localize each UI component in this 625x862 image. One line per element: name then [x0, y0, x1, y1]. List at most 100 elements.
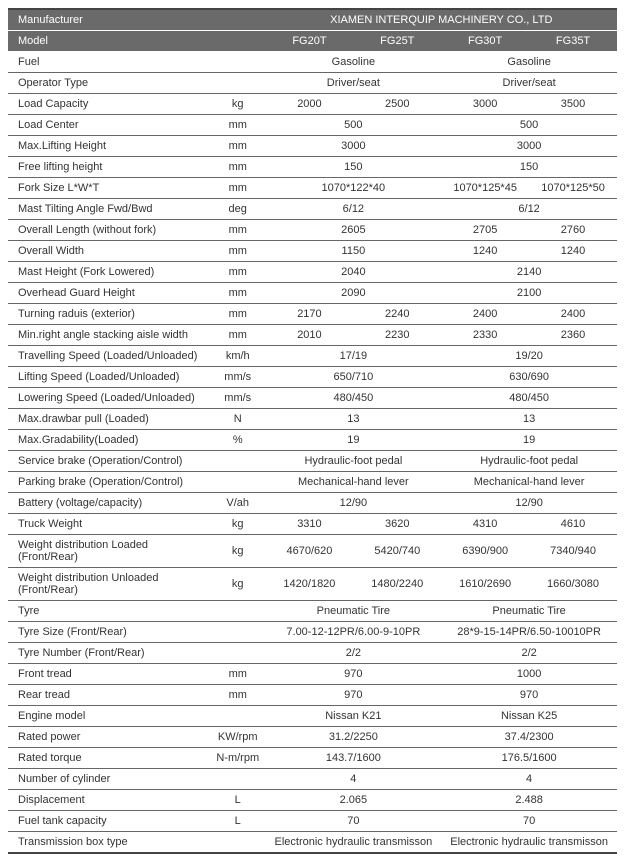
row-label: Overall Width — [8, 241, 210, 262]
row-val-2: 6390/900 — [441, 535, 529, 568]
row-val-right: 12/90 — [441, 493, 617, 514]
row-val-right: Nissan K25 — [441, 706, 617, 727]
row-unit: kg — [210, 568, 266, 601]
row-val-right: 1000 — [441, 664, 617, 685]
row-val-3: 2400 — [529, 304, 617, 325]
row-unit: mm — [210, 262, 266, 283]
row-val-left: Electronic hydraulic transmisson — [266, 832, 442, 854]
row-label: Fuel — [8, 52, 210, 73]
row-unit: deg — [210, 199, 266, 220]
row-val-right: 4 — [441, 769, 617, 790]
row-val-left: 2040 — [266, 262, 442, 283]
model-col-1: FG25T — [353, 31, 441, 52]
row-label: Tyre — [8, 601, 210, 622]
row-label: Fork Size L*W*T — [8, 178, 210, 199]
row-val-right: Pneumatic Tire — [441, 601, 617, 622]
row-label: Engine model — [8, 706, 210, 727]
row-unit — [210, 622, 266, 643]
row-unit — [210, 601, 266, 622]
row-val-0: 2170 — [266, 304, 354, 325]
manufacturer-label: Manufacturer — [8, 9, 210, 31]
row-val-left: 143.7/1600 — [266, 748, 442, 769]
row-label: Max.drawbar pull (Loaded) — [8, 409, 210, 430]
row-val-2: 2760 — [529, 220, 617, 241]
row-label: Service brake (Operation/Control) — [8, 451, 210, 472]
row-val-0: 1420/1820 — [266, 568, 354, 601]
row-label: Free lifting height — [8, 157, 210, 178]
row-val-0: 4670/620 — [266, 535, 354, 568]
row-unit — [210, 52, 266, 73]
row-val-3: 7340/940 — [529, 535, 617, 568]
row-label: Load Center — [8, 115, 210, 136]
model-unit-blank — [210, 31, 266, 52]
row-val-left: 7.00-12-12PR/6.00-9-10PR — [266, 622, 442, 643]
row-unit: V/ah — [210, 493, 266, 514]
row-unit — [210, 769, 266, 790]
row-label: Rated power — [8, 727, 210, 748]
row-val-left: 3000 — [266, 136, 442, 157]
row-unit: km/h — [210, 346, 266, 367]
row-val-right: Driver/seat — [441, 73, 617, 94]
row-val-1: 1240 — [441, 241, 529, 262]
row-val-3: 3500 — [529, 94, 617, 115]
row-unit — [210, 832, 266, 854]
row-val-right: 3000 — [441, 136, 617, 157]
row-val-left: 2.065 — [266, 790, 442, 811]
row-unit: mm — [210, 241, 266, 262]
model-label: Model — [8, 31, 210, 52]
manufacturer-value: XIAMEN INTERQUIP MACHINERY CO., LTD — [266, 9, 618, 31]
row-val-left: 150 — [266, 157, 442, 178]
row-val-left: 12/90 — [266, 493, 442, 514]
row-unit: N — [210, 409, 266, 430]
row-label: Overhead Guard Height — [8, 283, 210, 304]
row-val-right: 70 — [441, 811, 617, 832]
row-val-left: Hydraulic-foot pedal — [266, 451, 442, 472]
row-unit: L — [210, 811, 266, 832]
row-val-left: Nissan K21 — [266, 706, 442, 727]
header-unit-blank — [210, 9, 266, 31]
row-unit: N-m/rpm — [210, 748, 266, 769]
row-val-2: 2400 — [441, 304, 529, 325]
row-label: Transmission box type — [8, 832, 210, 854]
row-val-left: 480/450 — [266, 388, 442, 409]
row-val-3: 2360 — [529, 325, 617, 346]
row-label: Lowering Speed (Loaded/Unloaded) — [8, 388, 210, 409]
row-label: Weight distribution Loaded (Front/Rear) — [8, 535, 210, 568]
row-val-left: 2/2 — [266, 643, 442, 664]
row-val-left: 4 — [266, 769, 442, 790]
row-unit — [210, 73, 266, 94]
row-val-right: 6/12 — [441, 199, 617, 220]
row-val-right: 150 — [441, 157, 617, 178]
row-val-2: 2330 — [441, 325, 529, 346]
model-col-3: FG35T — [529, 31, 617, 52]
row-val-2: 1610/2690 — [441, 568, 529, 601]
row-val-right: 2/2 — [441, 643, 617, 664]
row-label: Number of cylinder — [8, 769, 210, 790]
row-val-left: Mechanical-hand lever — [266, 472, 442, 493]
row-label: Mast Tilting Angle Fwd/Bwd — [8, 199, 210, 220]
row-val-2: 1240 — [529, 241, 617, 262]
row-label: Rear tread — [8, 685, 210, 706]
row-unit — [210, 451, 266, 472]
row-val-right: 13 — [441, 409, 617, 430]
spec-table: Manufacturer XIAMEN INTERQUIP MACHINERY C… — [8, 8, 617, 854]
row-val-left: Gasoline — [266, 52, 442, 73]
row-unit: mm — [210, 178, 266, 199]
row-unit: mm — [210, 220, 266, 241]
row-val-left: 2090 — [266, 283, 442, 304]
row-label: Rated torque — [8, 748, 210, 769]
row-val-3: 4610 — [529, 514, 617, 535]
row-unit: mm — [210, 157, 266, 178]
row-unit: mm — [210, 685, 266, 706]
row-label: Min.right angle stacking aisle width — [8, 325, 210, 346]
row-val-0: 2000 — [266, 94, 354, 115]
row-val-0: 1150 — [266, 241, 442, 262]
row-val-2: 4310 — [441, 514, 529, 535]
row-label: Turning raduis (exterior) — [8, 304, 210, 325]
row-label: Max.Lifting Height — [8, 136, 210, 157]
row-val-right: Electronic hydraulic transmisson — [441, 832, 617, 854]
row-unit: mm/s — [210, 388, 266, 409]
row-unit: mm — [210, 283, 266, 304]
row-unit: mm — [210, 325, 266, 346]
row-val-2: 3000 — [441, 94, 529, 115]
